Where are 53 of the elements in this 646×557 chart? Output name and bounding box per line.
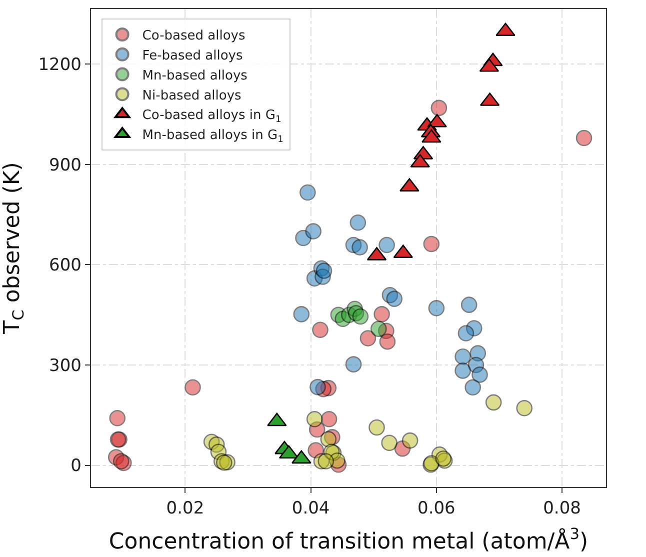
- point: [345, 356, 362, 372]
- point: [454, 362, 471, 379]
- y-tick-label: 1200: [38, 55, 82, 76]
- point: [109, 410, 126, 426]
- y-tick-label: 300: [49, 356, 82, 376]
- point: [293, 306, 310, 322]
- x-tick-label: 0.02: [166, 498, 204, 518]
- point: [454, 348, 471, 365]
- point: [516, 400, 532, 416]
- point: [472, 366, 488, 383]
- point: [360, 330, 376, 346]
- x-tick-label: 0.06: [418, 498, 456, 518]
- legend-label: Co-based alloys in G$_{1}$: [142, 108, 282, 125]
- point: [430, 100, 448, 116]
- point: [352, 239, 368, 256]
- point: [312, 322, 328, 338]
- point: [458, 325, 474, 342]
- point: [350, 214, 366, 231]
- point: [352, 308, 369, 325]
- point: [402, 432, 418, 449]
- point: [368, 419, 385, 436]
- point: [374, 306, 390, 322]
- y-tick-label: 900: [49, 155, 82, 176]
- point: [379, 333, 396, 350]
- point: [320, 431, 337, 448]
- legend-label: Fe-based alloys: [142, 48, 243, 64]
- point: [576, 130, 592, 146]
- legend-label: Mn-based alloys: [142, 68, 248, 84]
- point: [216, 454, 232, 471]
- point: [305, 223, 322, 240]
- point: [300, 184, 316, 201]
- legend-label: Ni-based alloys: [142, 88, 242, 104]
- point: [310, 378, 326, 396]
- point: [485, 394, 502, 411]
- point: [386, 290, 402, 307]
- y-tick-label: 0: [70, 456, 82, 476]
- y-tick-label: 600: [49, 256, 82, 276]
- point: [378, 236, 395, 254]
- point: [306, 410, 323, 428]
- x-axis-title: Concentration of transition metal (atom/Å$^{3}$): [108, 525, 588, 554]
- x-tick-label: 0.04: [292, 498, 330, 518]
- legend-label: Mn-based alloys in G$_{1}$: [142, 128, 284, 145]
- point: [460, 296, 478, 313]
- point: [318, 453, 334, 470]
- legend-label: Co-based alloys: [142, 28, 246, 44]
- point: [320, 410, 338, 428]
- x-tick-label: 0.08: [543, 498, 581, 518]
- point: [184, 379, 201, 396]
- point: [423, 236, 440, 252]
- point: [381, 434, 398, 452]
- point: [464, 379, 481, 396]
- point: [428, 300, 445, 316]
- point: [370, 320, 387, 338]
